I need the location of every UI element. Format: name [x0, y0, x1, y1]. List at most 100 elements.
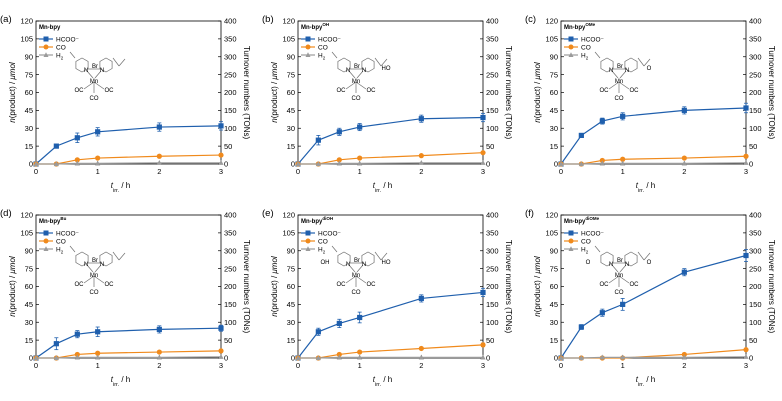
y-tick-label: 75	[25, 264, 33, 273]
y2-tick-label: 400	[486, 17, 499, 26]
series-line	[561, 356, 747, 359]
atom-label-co: CO	[615, 96, 624, 102]
pyridine-ring-right	[361, 57, 375, 73]
data-point	[74, 157, 80, 163]
y-tick-label: 45	[25, 106, 33, 115]
y2-tick-label: 150	[486, 300, 499, 309]
substituent-bond	[331, 245, 338, 253]
y-tick-label: 60	[550, 88, 558, 97]
y2-tick-label: 200	[486, 282, 499, 291]
x-tick-label: 3	[744, 167, 748, 176]
y-axis-label: n(product) / μmol	[533, 256, 542, 317]
atom-label-co: OC	[630, 88, 640, 94]
y-tick-label: 30	[287, 318, 295, 327]
legend-label: HCOO⁻	[581, 36, 605, 43]
data-point	[743, 105, 749, 111]
y2-tick-label: 150	[224, 300, 237, 309]
y-tick-label: 45	[550, 106, 558, 115]
data-point	[578, 355, 584, 361]
panel-a: 0153045607590105120050100150200250300350…	[0, 14, 251, 194]
y-axis-label: n(product) / μmol	[270, 62, 279, 123]
data-point	[620, 301, 626, 307]
data-point	[33, 161, 39, 167]
x-tick-label: 2	[157, 361, 161, 370]
data-point	[156, 153, 162, 159]
y-tick-label: 105	[545, 35, 558, 44]
legend-label: H2	[318, 52, 326, 60]
n-mn-bond	[619, 70, 627, 79]
atom-label-n: N	[625, 68, 629, 74]
substituent-label-left: O	[586, 260, 591, 266]
panel-title: Mn-bpy	[39, 25, 61, 31]
legend-label: H2	[581, 246, 589, 254]
substituent-bond	[112, 251, 120, 261]
y2-tick-label: 100	[749, 318, 762, 327]
legend-label: CO	[56, 238, 66, 245]
atom-label-n: N	[609, 262, 613, 268]
data-point	[480, 159, 486, 165]
panel-title: Mn-bpydiOMe	[564, 216, 600, 225]
y2-tick-label: 400	[224, 17, 237, 26]
legend-marker	[568, 44, 574, 50]
x-tick-label: 3	[481, 167, 485, 176]
data-point	[681, 107, 687, 113]
y2-tick-label: 200	[224, 88, 237, 97]
y2-tick-label: 250	[224, 70, 237, 79]
atom-label-br: Br	[617, 258, 623, 264]
y-tick-label: 120	[20, 17, 33, 26]
atom-label-co: OC	[630, 282, 640, 288]
y2-tick-label: 200	[749, 282, 762, 291]
y2-tick-label: 250	[224, 264, 237, 273]
y-tick-label: 120	[282, 211, 295, 220]
substituent-bond	[594, 51, 601, 59]
atom-label-co: OC	[367, 282, 377, 288]
y2-tick-label: 0	[224, 354, 228, 363]
y-tick-label: 0	[291, 160, 295, 169]
x-tick-label: 3	[744, 361, 748, 370]
data-point	[418, 354, 424, 360]
atom-label-co: OC	[600, 88, 610, 94]
y2-tick-label: 0	[224, 160, 228, 169]
legend-marker	[305, 246, 311, 251]
y2-tick-label: 100	[486, 318, 499, 327]
y-tick-label: 60	[287, 88, 295, 97]
panel-label: (f)	[525, 208, 534, 219]
x-tick-label: 1	[96, 361, 100, 370]
y-tick-label: 75	[550, 70, 558, 79]
pyridine-ring-left	[600, 57, 614, 73]
x-tick-label: 1	[96, 167, 100, 176]
series-line	[560, 254, 747, 359]
atom-label-mn: Mn	[90, 79, 98, 85]
mn-co-bond	[608, 81, 620, 90]
atom-label-co: CO	[90, 290, 99, 296]
data-point	[53, 355, 59, 361]
substituent-bond	[118, 252, 126, 261]
data-point	[53, 143, 59, 149]
mn-co-bond	[355, 275, 367, 284]
data-point	[218, 325, 224, 331]
legend-marker	[305, 238, 311, 244]
y-tick-label: 105	[545, 229, 558, 238]
legend-marker	[305, 230, 311, 236]
substituent-bond	[331, 51, 338, 59]
y-tick-label: 105	[20, 229, 33, 238]
data-point	[681, 160, 687, 166]
atom-label-co: OC	[105, 88, 115, 94]
substituent-bond	[380, 252, 388, 261]
y-tick-label: 15	[287, 336, 295, 345]
y-tick-label: 15	[550, 336, 558, 345]
legend-label: H2	[581, 52, 589, 60]
y-tick-label: 30	[25, 318, 33, 327]
x-tick-label: 1	[621, 167, 625, 176]
y2-tick-label: 50	[749, 336, 757, 345]
data-point	[418, 153, 424, 159]
data-point	[336, 129, 342, 135]
y-tick-label: 60	[550, 282, 558, 291]
y2-tick-label: 300	[749, 52, 762, 61]
y2-tick-label: 50	[486, 142, 494, 151]
series-line	[298, 344, 484, 359]
y-tick-label: 30	[25, 124, 33, 133]
mn-co-bond	[618, 275, 630, 284]
data-point	[620, 354, 626, 360]
legend-label: HCOO⁻	[318, 230, 342, 237]
